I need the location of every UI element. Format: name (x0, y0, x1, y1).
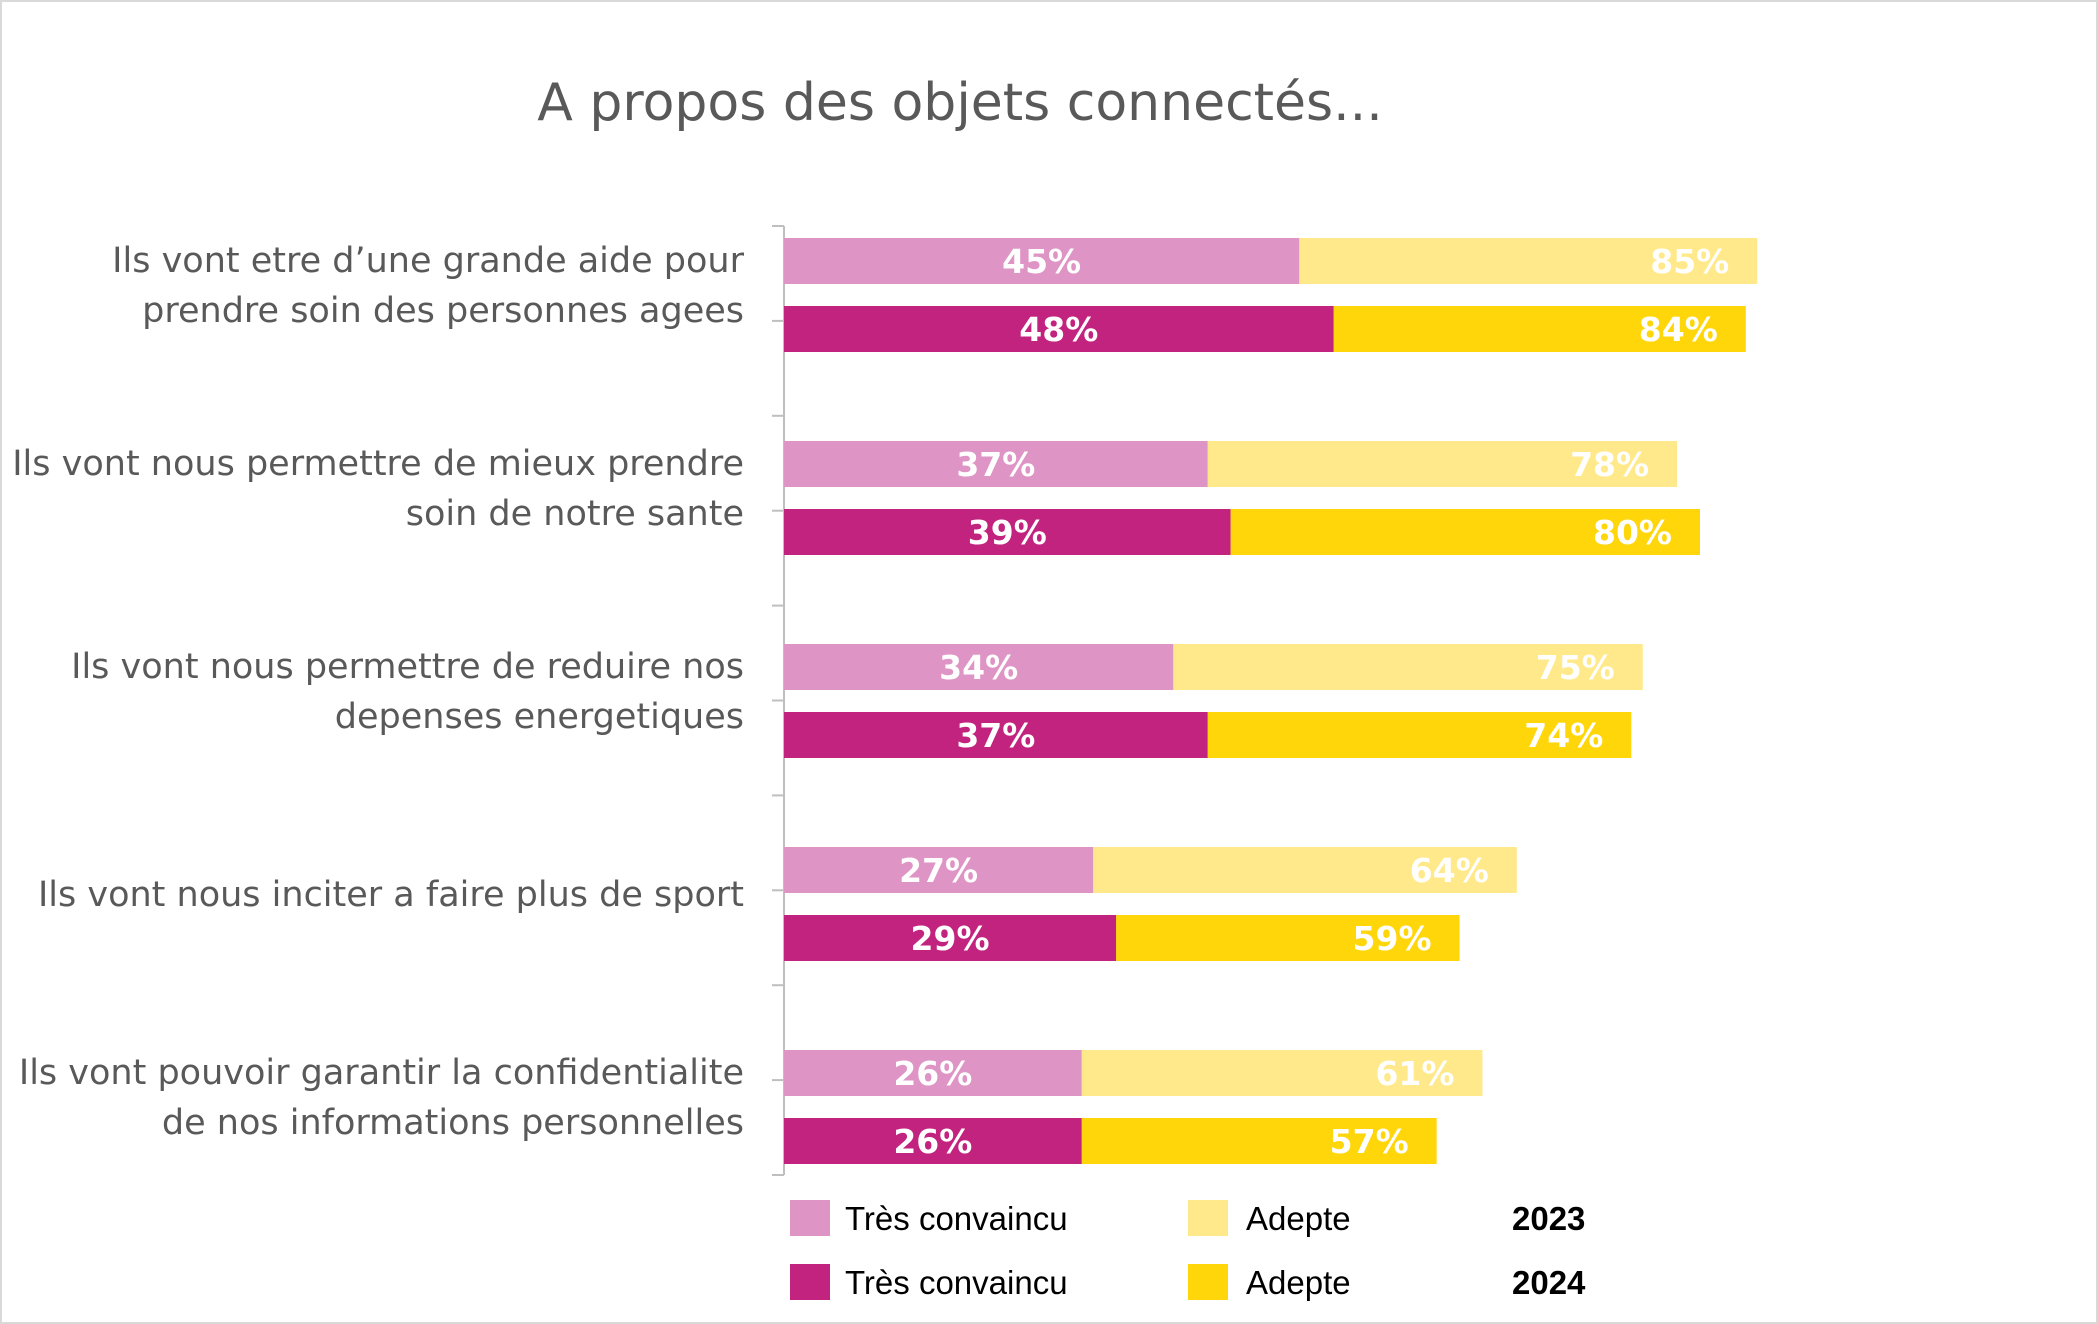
category-label-text: Ils vont pouvoir garantir la confidentia… (19, 1053, 744, 1143)
category-label: Ils vont nous permettre de reduire nos de… (71, 647, 744, 737)
category-label: Ils vont pouvoir garantir la confidentia… (19, 1053, 744, 1143)
value-label-adepte: 84% (1639, 310, 1718, 349)
value-label-adepte: 64% (1410, 851, 1489, 890)
value-label-tres-convaincu: 39% (968, 513, 1047, 552)
legend-swatch-adepte (1188, 1264, 1228, 1300)
bar-tres-convaincu-2023 (784, 238, 1300, 284)
category-label: Ils vont nous permettre de mieux prendre… (12, 444, 744, 534)
bar-adepte-2023 (1093, 847, 1517, 893)
bar-tres-convaincu-2024 (784, 1118, 1082, 1164)
value-label-adepte: 75% (1536, 648, 1615, 687)
value-label-tres-convaincu: 37% (956, 445, 1035, 484)
y-axis (772, 225, 785, 1176)
category-label: Ils vont nous inciter a faire plus de sp… (38, 875, 744, 915)
legend-label-adepte: Adepte (1246, 1264, 1351, 1301)
category-labels: Ils vont etre d’une grande aide pour pren… (12, 241, 744, 1143)
bar-tres-convaincu-2024 (784, 915, 1117, 961)
bar-tres-convaincu-2023 (784, 644, 1174, 690)
bar-tres-convaincu-2024 (784, 712, 1208, 758)
bar-adepte-2024 (1230, 509, 1700, 555)
chart-title: A propos des objets connectés... (537, 73, 1382, 133)
value-label-tres-convaincu: 26% (893, 1054, 972, 1093)
value-label-adepte: 59% (1353, 919, 1432, 958)
value-label-adepte: 85% (1650, 242, 1729, 281)
bar-adepte-2023 (1207, 441, 1678, 487)
category-label-text: Ils vont nous inciter a faire plus de sp… (38, 875, 744, 915)
category-label-text: Ils vont nous permettre de reduire nos de… (71, 647, 744, 737)
category-label-text: Ils vont etre d’une grande aide pour pren… (112, 241, 744, 331)
legend-label-adepte: Adepte (1246, 1200, 1351, 1237)
legend-label-tres-convaincu: Très convaincu (845, 1264, 1068, 1301)
bar-tres-convaincu-2024 (784, 509, 1231, 555)
bars: 45% 85% 48% 84% 37% 78% 39% 80% 34% 75% 37% 74% 27% 6… (784, 238, 1758, 1164)
bar-tres-convaincu-2023 (784, 1050, 1082, 1096)
value-label-adepte: 57% (1330, 1122, 1409, 1161)
value-label-tres-convaincu: 26% (893, 1122, 972, 1161)
legend: Très convaincu Adepte 2023 Très convaincu Ad… (790, 1200, 1586, 1301)
value-label-tres-convaincu: 45% (1002, 242, 1081, 281)
category-label-text: Ils vont nous permettre de mieux prendre… (12, 444, 744, 534)
bar-adepte-2023 (1299, 238, 1758, 284)
legend-label-tres-convaincu: Très convaincu (845, 1200, 1068, 1237)
bar-adepte-2023 (1173, 644, 1643, 690)
value-label-tres-convaincu: 27% (899, 851, 978, 890)
bar-adepte-2024 (1081, 1118, 1437, 1164)
bar-adepte-2024 (1333, 306, 1746, 352)
legend-swatch-adepte (1188, 1200, 1228, 1236)
bar-tres-convaincu-2023 (784, 441, 1208, 487)
legend-swatch-tres-convaincu (790, 1264, 830, 1300)
legend-year-label: 2024 (1512, 1264, 1586, 1301)
value-label-tres-convaincu: 34% (939, 648, 1018, 687)
category-label: Ils vont etre d’une grande aide pour pren… (112, 241, 744, 331)
value-label-adepte: 80% (1593, 513, 1672, 552)
value-label-tres-convaincu: 29% (911, 919, 990, 958)
legend-year-label: 2023 (1512, 1200, 1585, 1237)
bar-adepte-2024 (1207, 712, 1632, 758)
bar-adepte-2024 (1116, 915, 1460, 961)
bar-tres-convaincu-2023 (784, 847, 1094, 893)
legend-swatch-tres-convaincu (790, 1200, 830, 1236)
bar-adepte-2023 (1081, 1050, 1483, 1096)
value-label-adepte: 61% (1375, 1054, 1454, 1093)
value-label-tres-convaincu: 37% (956, 716, 1035, 755)
value-label-tres-convaincu: 48% (1019, 310, 1098, 349)
bar-tres-convaincu-2024 (784, 306, 1334, 352)
value-label-adepte: 74% (1524, 716, 1603, 755)
value-label-adepte: 78% (1570, 445, 1649, 484)
